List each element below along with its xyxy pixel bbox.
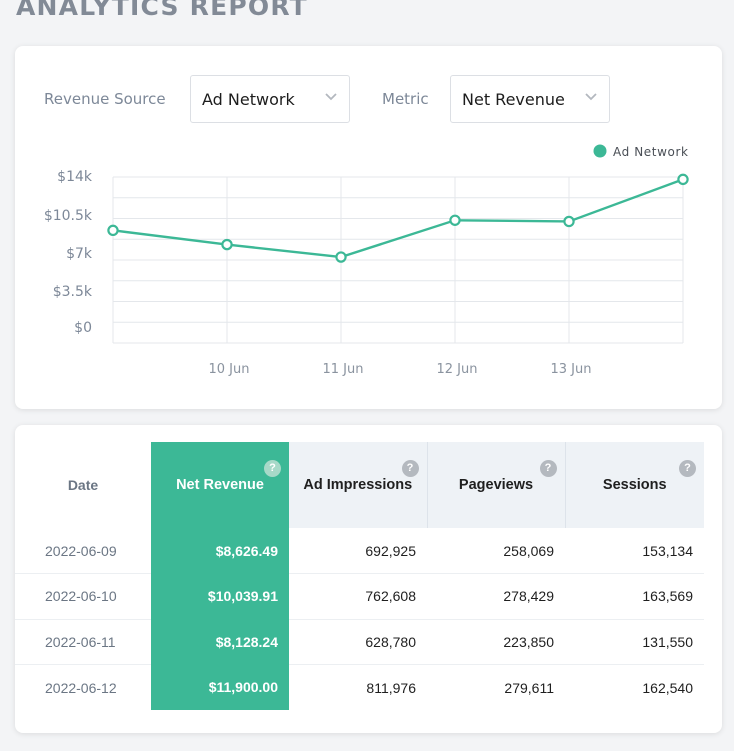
net-revenue-header-label: Net Revenue	[176, 477, 264, 493]
revenue-line-chart: $14k $10.5k $7k $3.5k $0 10 Jun 11 Jun 12 Jun 13…	[44, 144, 689, 377]
ad-impressions-cell: 762,608	[289, 573, 427, 620]
x-tick-label: 13 Jun	[551, 362, 592, 377]
legend-label: Ad Network	[613, 145, 689, 159]
help-icon[interactable]: ?	[401, 460, 419, 477]
report-table: Date ? Net Revenue ? Ad Impressions ? Pa…	[15, 442, 704, 710]
pageviews-header-label: Pageviews	[458, 477, 534, 493]
date-cell: 2022-06-10	[15, 573, 151, 620]
table-row: 2022-06-10 $10,039.91 762,608 278,429 16…	[15, 573, 704, 620]
chevron-down-icon	[325, 93, 337, 101]
x-tick-label: 11 Jun	[323, 362, 364, 377]
x-tick-label: 10 Jun	[209, 362, 250, 377]
help-icon[interactable]: ?	[539, 460, 557, 477]
data-point	[563, 215, 575, 228]
series-line	[112, 178, 684, 259]
revenue-source-value: Ad Network	[202, 90, 295, 109]
chevron-down-icon	[585, 93, 597, 101]
date-cell: 2022-06-11	[15, 619, 151, 665]
sessions-cell: 153,134	[565, 528, 704, 574]
date-header-label: Date	[67, 477, 99, 493]
date-column-header[interactable]: Date	[15, 442, 151, 528]
table-row: 2022-06-09 $8,626.49 692,925 258,069 153…	[15, 528, 704, 574]
y-tick-label: $7k	[66, 246, 93, 262]
table-row: 2022-06-12 $11,900.00 811,976 279,611 16…	[15, 664, 704, 710]
ad-impressions-column-header[interactable]: ? Ad Impressions	[289, 442, 428, 528]
sessions-header-label: Sessions	[602, 477, 667, 493]
table-header-row: Date ? Net Revenue ? Ad Impressions ? Pa…	[15, 442, 704, 528]
revenue-source-label: Revenue Source	[44, 90, 166, 108]
sessions-cell: 163,569	[565, 573, 704, 620]
pageviews-column-header[interactable]: ? Pageviews	[427, 442, 566, 528]
pageviews-cell: 258,069	[427, 528, 565, 574]
y-tick-label: $3.5k	[53, 284, 93, 300]
pageviews-cell: 278,429	[427, 573, 565, 620]
data-point	[107, 224, 119, 237]
net-revenue-cell: $11,900.00	[151, 664, 289, 710]
metric-value: Net Revenue	[462, 90, 565, 109]
y-tick-label: $14k	[57, 169, 93, 185]
pageviews-cell: 279,611	[504, 679, 554, 696]
data-point	[449, 214, 461, 226]
chart-card: Revenue Source Ad Network Metric Net Rev…	[15, 46, 722, 409]
help-icon[interactable]: ?	[264, 460, 281, 477]
date-cell: 2022-06-09	[15, 528, 151, 574]
date-cell: 2022-06-12	[45, 679, 117, 696]
net-revenue-cell: $8,626.49	[151, 528, 289, 574]
page-title: ANALYTICS REPORT	[16, 0, 308, 21]
legend-marker	[593, 144, 607, 158]
ad-impressions-cell: 692,925	[289, 528, 427, 574]
revenue-source-select[interactable]: Ad Network	[190, 75, 350, 123]
x-tick-label: 12 Jun	[437, 362, 478, 377]
data-point	[335, 251, 347, 263]
ad-impressions-cell: 811,976	[366, 679, 416, 696]
sessions-cell: 131,550	[565, 619, 704, 665]
sessions-column-header[interactable]: ? Sessions	[565, 442, 704, 528]
data-point	[221, 238, 233, 251]
help-icon[interactable]: ?	[679, 460, 696, 477]
y-tick-label: $10.5k	[44, 208, 93, 224]
pageviews-cell: 223,850	[427, 619, 565, 665]
ad-impressions-header-label: Ad Impressions	[303, 477, 413, 493]
table-card: Date ? Net Revenue ? Ad Impressions ? Pa…	[15, 425, 722, 733]
y-tick-label: $0	[74, 320, 92, 336]
net-revenue-cell: $8,128.24	[151, 619, 289, 665]
net-revenue-column-header[interactable]: ? Net Revenue	[151, 442, 289, 528]
table-row: 2022-06-11 $8,128.24 628,780 223,850 131…	[15, 619, 704, 665]
data-point	[677, 173, 689, 186]
ad-impressions-cell: 628,780	[289, 619, 427, 665]
sessions-cell: 162,540	[642, 679, 693, 696]
net-revenue-cell: $10,039.91	[151, 573, 289, 619]
metric-select[interactable]: Net Revenue	[450, 75, 610, 123]
metric-label: Metric	[382, 90, 429, 108]
